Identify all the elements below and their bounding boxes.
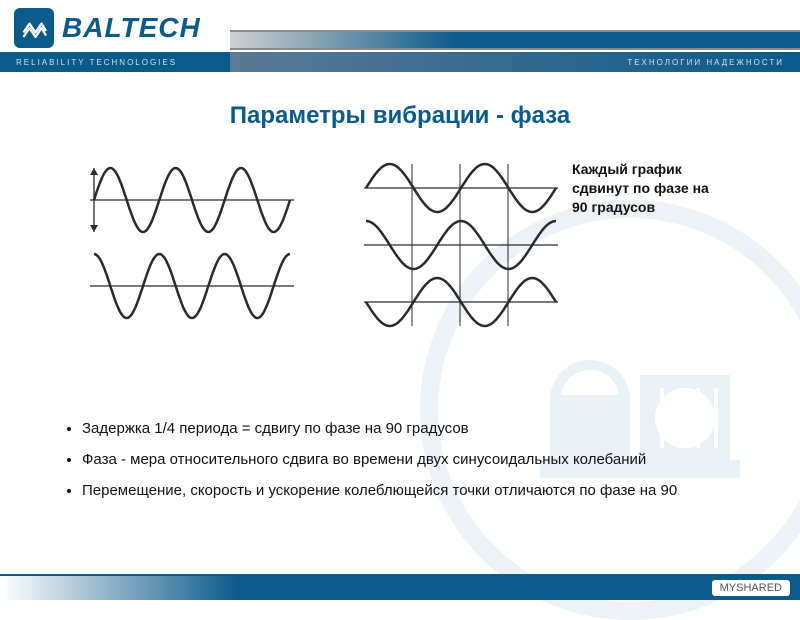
diagram-row: Каждый график сдвинут по фазе на 90 град… (70, 160, 740, 330)
header-stripe (230, 30, 800, 50)
bullet-list: Задержка 1/4 периода = сдвигу по фазе на… (60, 420, 740, 499)
phase-diagram-right (360, 160, 560, 330)
logo-icon (14, 8, 54, 48)
slide-title: Параметры вибрации - фаза (60, 102, 740, 130)
slide-header: BALTECH RELIABILITY TECHNOLOGIES ТЕХНОЛО… (0, 0, 800, 72)
tagline-right: ТЕХНОЛОГИИ НАДЕЖНОСТИ (230, 52, 800, 72)
brand-name: BALTECH (62, 12, 201, 44)
list-item: Перемещение, скорость и ускорение колебл… (82, 482, 740, 499)
right-diagram-caption: Каждый график сдвинут по фазе на 90 град… (572, 160, 722, 217)
footer-badge: MYSHARED (712, 580, 790, 596)
tagline-left: RELIABILITY TECHNOLOGIES (0, 52, 230, 72)
list-item: Задержка 1/4 периода = сдвигу по фазе на… (82, 420, 740, 437)
slide-footer: MYSHARED (0, 574, 800, 600)
list-item: Фаза - мера относительного сдвига во вре… (82, 451, 740, 468)
phase-diagram-left (70, 160, 300, 330)
slide-content: Параметры вибрации - фаза Каждый график … (0, 72, 800, 533)
diagram-right-group: Каждый график сдвинут по фазе на 90 град… (360, 160, 722, 330)
brand-logo: BALTECH (14, 8, 201, 48)
header-bar: RELIABILITY TECHNOLOGIES ТЕХНОЛОГИИ НАДЕ… (0, 52, 800, 72)
